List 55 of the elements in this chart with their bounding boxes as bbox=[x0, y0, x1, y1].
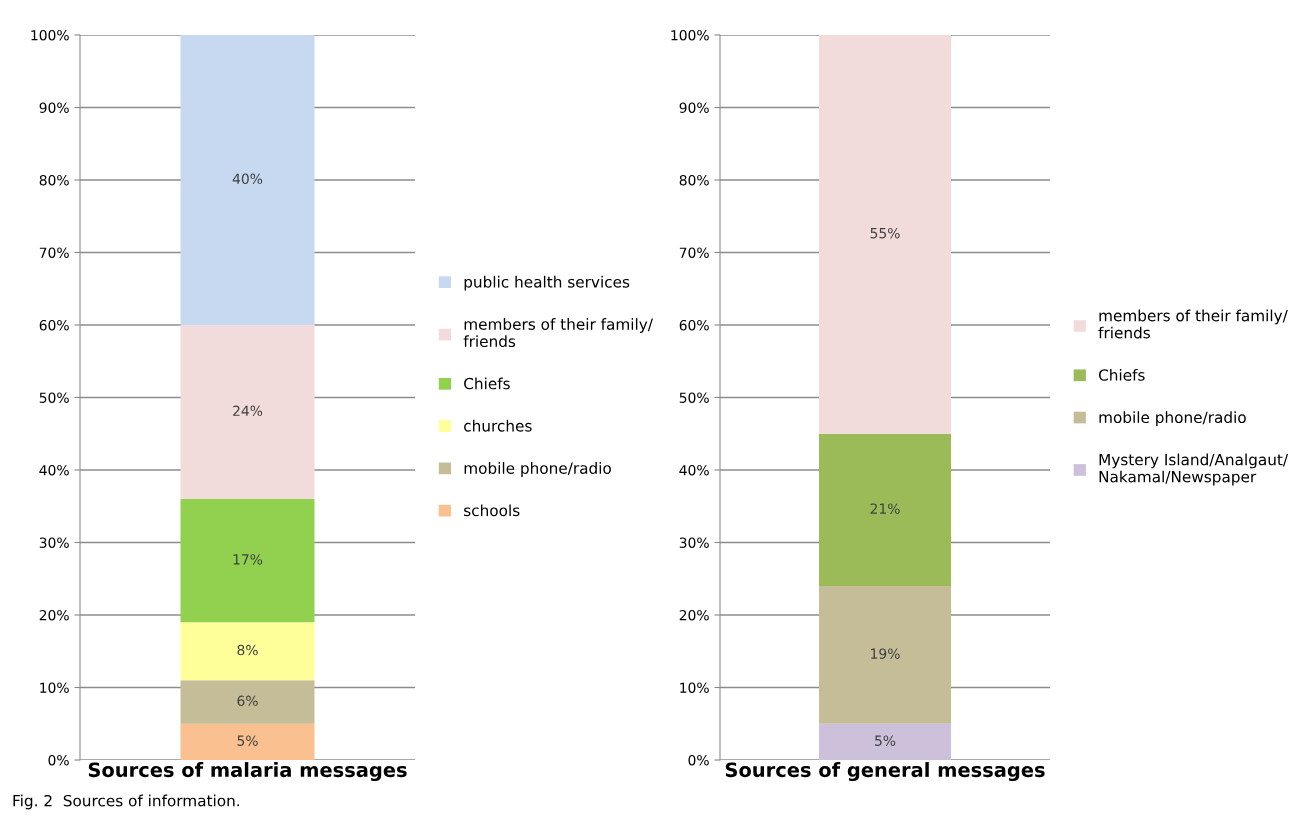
y-tick-label: 50% bbox=[679, 392, 709, 403]
y-tick-label: 70% bbox=[39, 247, 69, 258]
bar bbox=[180, 723, 315, 760]
y-tick-label: 20% bbox=[679, 609, 709, 621]
x-axis-title: Sources of malaria messages bbox=[88, 762, 407, 782]
y-tick-label: 40% bbox=[39, 464, 69, 476]
bar bbox=[180, 35, 315, 325]
y-tick-label: 30% bbox=[679, 537, 709, 548]
legend-label: members of their family/ friends bbox=[463, 318, 653, 348]
data-label: 5% bbox=[875, 735, 896, 746]
bar bbox=[819, 433, 951, 586]
y-tick-label: 40% bbox=[679, 464, 709, 476]
y-tick-label: 60% bbox=[39, 319, 69, 331]
bar bbox=[819, 586, 951, 724]
y-tick-label: 30% bbox=[39, 537, 69, 548]
bar bbox=[180, 325, 315, 499]
y-tick-label: 80% bbox=[39, 174, 69, 186]
legend-label: Mystery Island/Analgaut/Nakamal/Newspaper bbox=[1099, 453, 1289, 486]
caption: Fig. 2 Sources of information. bbox=[13, 794, 240, 810]
legend-label: mobile phone/radio bbox=[464, 462, 611, 477]
legend-label: schools bbox=[464, 504, 520, 517]
y-tick-label: 70% bbox=[679, 247, 709, 258]
data-label: 24% bbox=[233, 405, 263, 417]
bar bbox=[819, 723, 951, 760]
y-tick-label: 100% bbox=[671, 29, 709, 41]
bar bbox=[180, 680, 315, 724]
y-tick-label: 0% bbox=[48, 754, 69, 766]
y-tick-label: 50% bbox=[39, 392, 69, 403]
data-label: 19% bbox=[871, 648, 900, 659]
legend-label: public health services bbox=[464, 275, 630, 291]
legend-label: Chiefs bbox=[1098, 368, 1145, 381]
legend-label: churches bbox=[464, 419, 532, 432]
y-tick-label: 100% bbox=[31, 29, 69, 41]
legend-label: members of their family/ friends bbox=[1098, 309, 1288, 339]
y-tick-label: 90% bbox=[39, 102, 69, 113]
data-label: 8% bbox=[237, 644, 258, 656]
bar bbox=[180, 499, 315, 623]
data-label: 55% bbox=[870, 227, 900, 239]
y-tick-label: 10% bbox=[680, 682, 709, 693]
legend-label: Chiefs bbox=[464, 377, 510, 390]
data-label: 21% bbox=[870, 503, 900, 514]
data-label: 5% bbox=[237, 735, 258, 746]
y-tick-label: 10% bbox=[40, 682, 69, 693]
data-label: 17% bbox=[233, 554, 263, 565]
y-tick-label: 20% bbox=[39, 609, 69, 621]
bar bbox=[180, 622, 315, 681]
data-label: 40% bbox=[232, 173, 263, 185]
y-tick-label: 90% bbox=[679, 102, 709, 113]
y-tick-label: 60% bbox=[679, 319, 709, 331]
x-axis-title: Sources of general messages bbox=[725, 762, 1045, 782]
legend-label: mobile phone/radio bbox=[1099, 411, 1246, 427]
y-tick-label: 0% bbox=[688, 754, 709, 766]
y-tick-label: 80% bbox=[679, 174, 709, 186]
bar bbox=[819, 35, 951, 434]
data-label: 6% bbox=[237, 695, 258, 707]
